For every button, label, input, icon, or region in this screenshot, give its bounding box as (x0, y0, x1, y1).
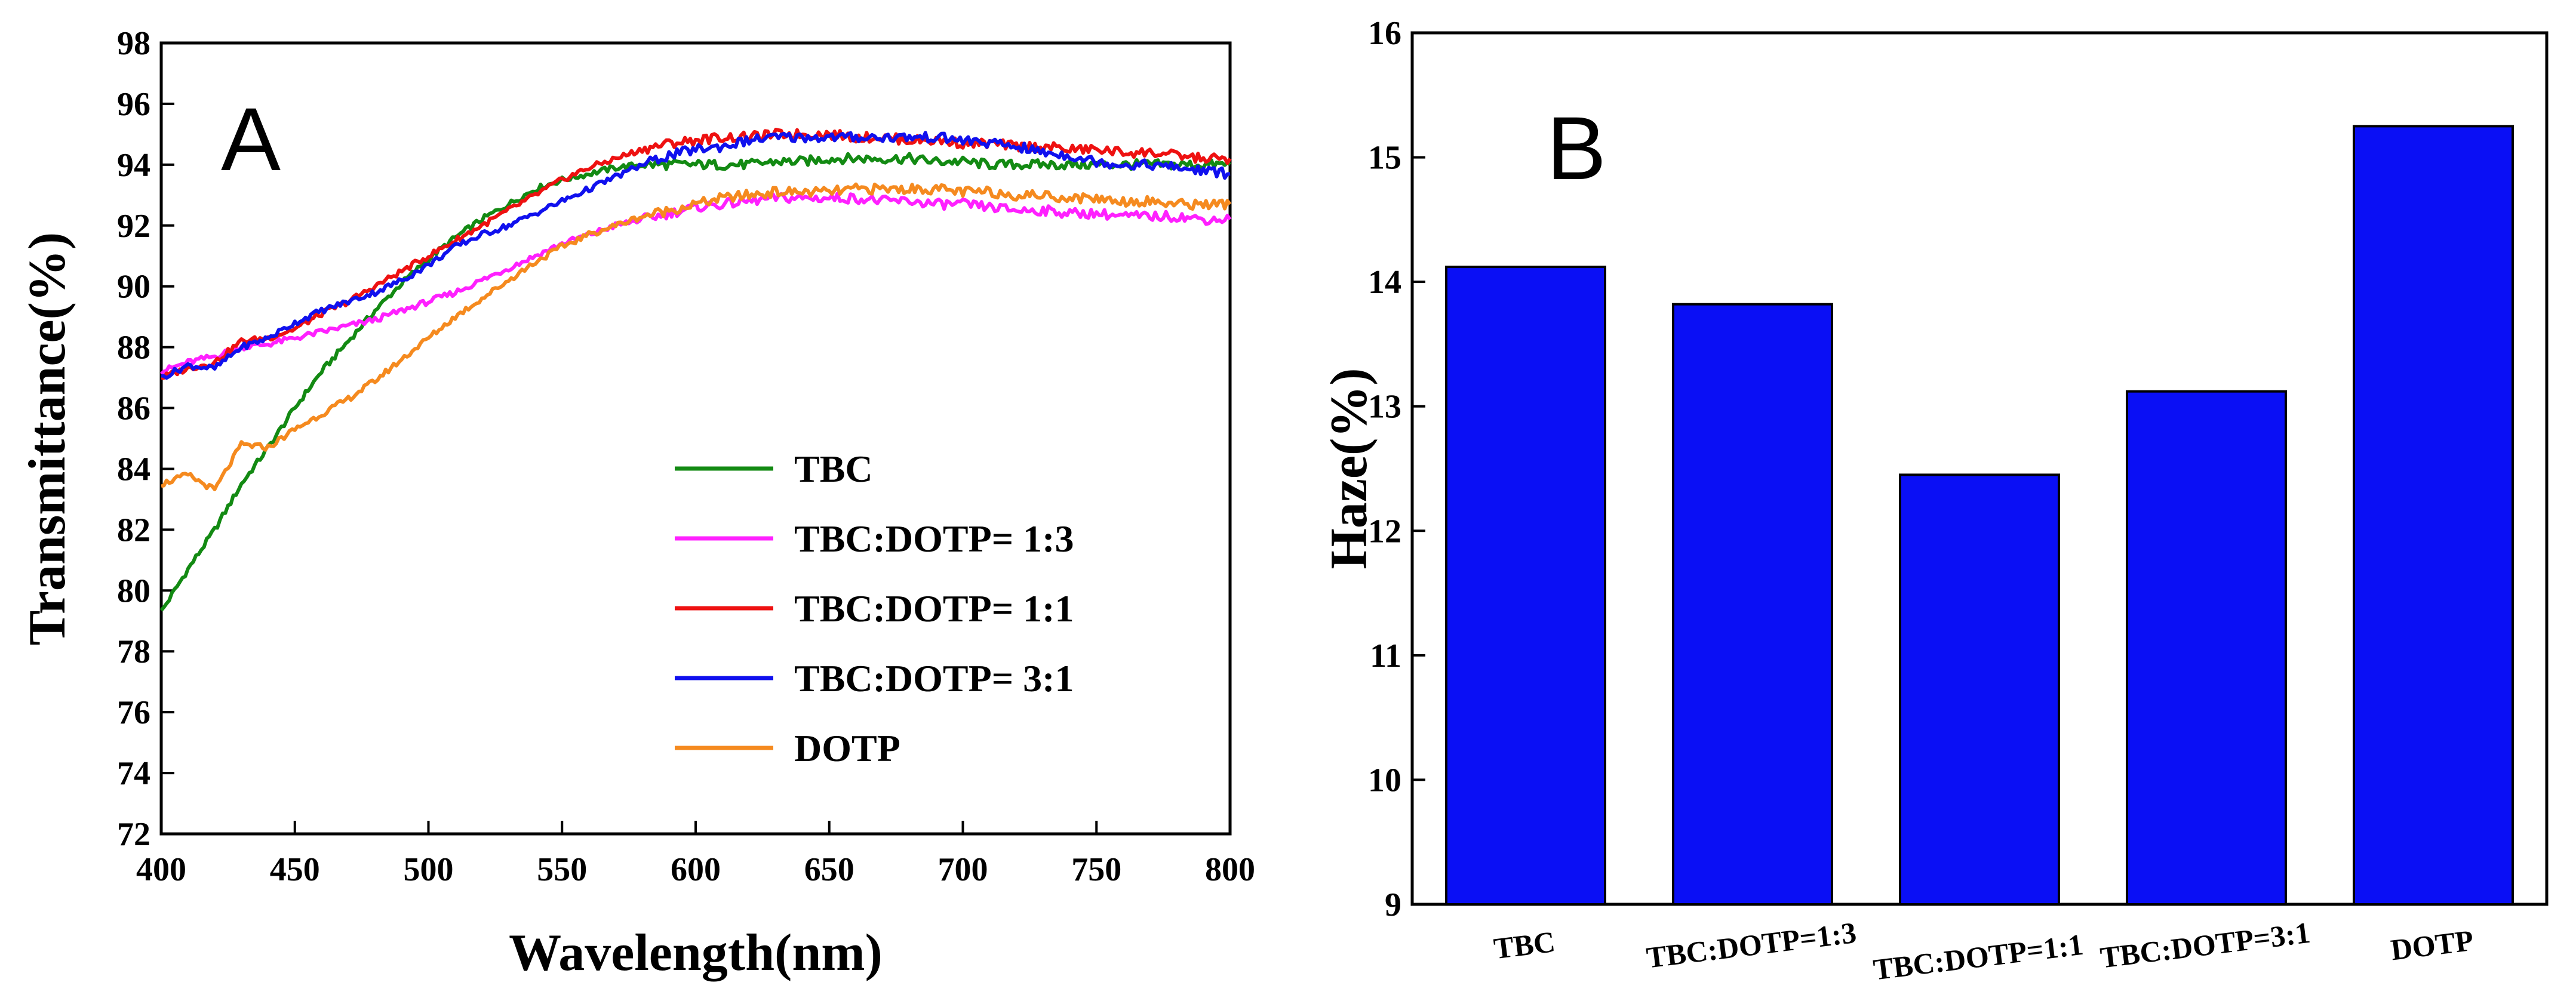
panel-a-y-tick-label: 88 (117, 329, 150, 367)
panel-b-y-tick-label: 14 (1368, 264, 1401, 301)
panel-a-y-ticks: 72 74 76 78 80 82 84 86 88 90 92 94 96 98 (117, 25, 174, 853)
legend-label: DOTP (794, 727, 900, 769)
panel-a-x-tick-label: 500 (404, 851, 454, 888)
bar-tbc-dotp-3-1 (2126, 390, 2287, 906)
panel-a-label: A (221, 89, 281, 189)
bar-tbc-dotp-1-1 (1899, 473, 2060, 906)
panel-a-y-tick-label: 98 (117, 25, 150, 62)
panel-a-y-tick-label: 74 (117, 755, 150, 792)
legend-label: TBC (794, 448, 873, 490)
panel-b-bars (1445, 125, 2514, 906)
panel-a-x-tick-label: 700 (938, 851, 988, 888)
series-line-tbc-dotp-3-1 (161, 131, 1231, 380)
panel-a-series (159, 128, 1232, 612)
panel-a-y-tick-label: 78 (117, 633, 150, 670)
panel-a-y-tick-label: 80 (117, 572, 150, 609)
panel-a-y-tick-label: 84 (117, 451, 150, 488)
category-label: TBC:DOTP=1:1 (1871, 928, 2085, 987)
series-line-dotp (161, 182, 1232, 491)
category-label: DOTP (2389, 923, 2476, 967)
legend-label: TBC:DOTP= 3:1 (794, 657, 1074, 700)
panel-a-y-tick-label: 82 (117, 512, 150, 549)
panel-a-x-tick-label: 650 (804, 851, 854, 888)
panel-b-y-ticks: 9 10 11 12 13 14 15 16 (1368, 15, 1425, 923)
panel-b-y-tick-label: 16 (1368, 15, 1401, 52)
series-line-tbc (159, 152, 1231, 612)
panel-b-y-tick-label: 11 (1370, 637, 1401, 675)
panel-b-y-tick-label: 15 (1368, 140, 1401, 177)
legend-label: TBC:DOTP= 1:3 (794, 518, 1074, 560)
panel-a-x-tick-label: 450 (270, 851, 320, 888)
category-label: TBC:DOTP=3:1 (2098, 916, 2312, 975)
legend-label: TBC:DOTP= 1:1 (794, 587, 1074, 630)
panel-a-x-ticks: 400 450 500 550 600 650 700 750 800 (136, 821, 1255, 888)
panel-a-y-axis-label: Transmittance(%) (19, 232, 76, 645)
category-label: TBC:DOTP=1:3 (1644, 916, 1858, 975)
panel-a-y-tick-label: 96 (117, 86, 150, 123)
panel-b-y-tick-label: 12 (1368, 513, 1401, 550)
bar-dotp (2353, 125, 2514, 906)
panel-a-y-tick-label: 90 (117, 269, 150, 306)
panel-a-x-tick-label: 800 (1205, 851, 1255, 888)
transmittance-line-chart: 72 74 76 78 80 82 84 86 88 90 92 94 96 98 400 450 500 55… (19, 25, 1255, 982)
panel-a-x-axis-label: Wavelength(nm) (509, 924, 883, 982)
panel-b-y-tick-label: 13 (1368, 389, 1401, 426)
panel-a-x-tick-label: 750 (1071, 851, 1121, 888)
bar-tbc (1445, 266, 1606, 906)
legend: TBC TBC:DOTP= 1:3 TBC:DOTP= 1:1 TBC:DOTP= 3… (675, 448, 1074, 769)
panel-a-x-tick-label: 400 (136, 851, 186, 888)
series-line-tbc-dotp-1-1 (161, 128, 1232, 380)
panel-a-y-tick-label: 76 (117, 694, 150, 731)
panel-a-y-tick-label: 72 (117, 816, 150, 853)
panel-b-y-tick-label: 10 (1368, 762, 1401, 799)
series-line-tbc-dotp-1-3 (159, 192, 1232, 375)
category-label: TBC (1492, 925, 1557, 965)
panel-b-category-labels: TBC TBC:DOTP=1:3 TBC:DOTP=1:1 TBC:DOTP=3:1 D… (1492, 916, 2475, 987)
panel-b-y-axis-label: Haze(%) (1320, 368, 1378, 569)
panel-b-label: B (1547, 98, 1606, 198)
panel-a-y-tick-label: 92 (117, 208, 150, 245)
panel-a-x-tick-label: 550 (537, 851, 587, 888)
panel-b-y-tick-label: 9 (1385, 886, 1401, 923)
panel-a-x-tick-label: 600 (671, 851, 721, 888)
panel-a-y-tick-label: 86 (117, 390, 150, 427)
bar-tbc-dotp-1-3 (1672, 303, 1833, 906)
panel-a-y-tick-label: 94 (117, 147, 150, 184)
